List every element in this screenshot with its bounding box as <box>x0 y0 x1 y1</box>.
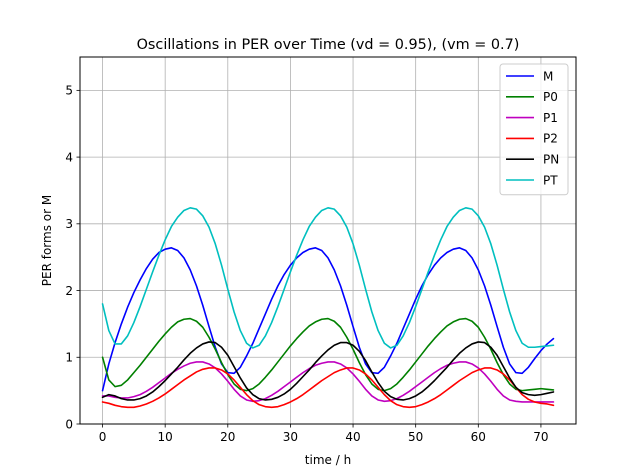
legend-label: PT <box>543 173 558 187</box>
y-tick-label: 3 <box>65 217 73 231</box>
axis-ticks: 0 10 20 30 40 50 60 70 0 1 2 3 4 5 <box>65 84 548 444</box>
legend-label: PN <box>543 153 559 167</box>
x-axis-label: time / h <box>305 453 351 467</box>
series-line-pt <box>101 207 555 349</box>
x-tick-label: 20 <box>220 430 235 444</box>
legend-box <box>499 63 569 196</box>
series-line-pn <box>101 341 555 401</box>
legend: M P0 P1 P2 PN PT <box>499 63 569 196</box>
x-tick-label: 50 <box>408 430 423 444</box>
legend-label: P0 <box>543 90 558 104</box>
series-line-p0 <box>101 317 555 392</box>
y-tick-label: 0 <box>65 417 73 431</box>
x-tick-label: 30 <box>283 430 298 444</box>
series-line-m <box>101 247 555 392</box>
x-tick-label: 10 <box>158 430 173 444</box>
x-tick-label: 70 <box>533 430 548 444</box>
series-lines <box>101 207 555 409</box>
y-tick-label: 2 <box>65 284 73 298</box>
y-tick-label: 5 <box>65 84 73 98</box>
plot-frame <box>79 56 577 425</box>
y-axis-label: PER forms or M <box>40 195 54 286</box>
x-tick-label: 0 <box>99 430 107 444</box>
legend-label: P1 <box>543 111 558 125</box>
x-tick-label: 60 <box>471 430 486 444</box>
grid <box>80 57 576 425</box>
y-tick-label: 4 <box>65 150 73 164</box>
series-line-p2 <box>101 367 555 409</box>
legend-label: M <box>543 69 553 83</box>
y-tick-label: 1 <box>65 351 73 365</box>
x-tick-label: 40 <box>345 430 360 444</box>
series-line-p1 <box>101 361 555 403</box>
chart-title: Oscillations in PER over Time (vd = 0.95… <box>137 37 520 53</box>
legend-label: P2 <box>543 132 558 146</box>
